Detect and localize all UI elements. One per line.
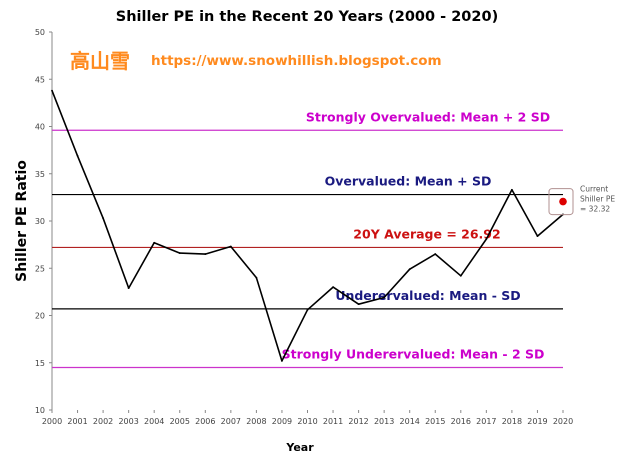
- x-tick-label: 2010: [297, 417, 317, 426]
- y-axis-title: Shiller PE Ratio: [14, 160, 30, 282]
- y-tick-label: 40: [35, 123, 45, 132]
- y-tick-label: 20: [35, 312, 45, 321]
- series-group: [51, 89, 564, 362]
- reference-line-label: Strongly Underervalued: Mean - 2 SD: [282, 346, 545, 361]
- data-point: [102, 217, 104, 220]
- y-axis-ticks: 10 15 20 25 30 35 40 45 50: [35, 28, 52, 415]
- current-value-text: = 32.32: [580, 205, 610, 214]
- y-tick-label: 10: [35, 406, 45, 415]
- x-axis-title: Year: [285, 441, 314, 454]
- reference-lines: Strongly Overvalued: Mean + 2 SD Overvalu…: [52, 109, 563, 369]
- x-tick-label: 2019: [527, 417, 547, 426]
- data-point: [204, 253, 207, 255]
- x-tick-label: 2005: [170, 417, 190, 426]
- x-tick-label: 2013: [374, 417, 394, 426]
- data-point: [434, 253, 437, 255]
- data-point: [408, 268, 411, 271]
- chart-title: Shiller PE in the Recent 20 Years (2000 …: [116, 9, 498, 25]
- x-tick-label: 2001: [67, 417, 87, 426]
- data-point: [229, 245, 232, 248]
- y-tick-label: 25: [35, 264, 45, 273]
- x-tick-label: 2002: [93, 417, 113, 426]
- x-tick-label: 2008: [246, 417, 266, 426]
- reference-line-label: Strongly Overvalued: Mean + 2 SD: [306, 109, 550, 124]
- x-tick-label: 2020: [553, 417, 573, 426]
- data-point: [485, 238, 488, 240]
- current-value-marker: [559, 197, 567, 206]
- watermark: 高山雪 https://www.snowhillish.blogspot.com: [70, 49, 442, 73]
- x-tick-label: 2017: [476, 417, 496, 426]
- x-tick-label: 2016: [451, 417, 471, 426]
- x-tick-label: 2006: [195, 417, 215, 426]
- data-point: [306, 308, 309, 311]
- data-point: [459, 274, 462, 277]
- data-point: [76, 154, 79, 157]
- y-tick-label: 15: [35, 359, 45, 368]
- y-tick-label: 35: [35, 170, 45, 179]
- data-point: [51, 89, 53, 92]
- data-point: [536, 235, 539, 238]
- x-tick-label: 2009: [272, 417, 292, 426]
- x-axis-ticks: 2000 2001 2002 2003 2004 2005 2006 2007 2008 2009…: [42, 410, 573, 426]
- data-point: [127, 287, 130, 289]
- y-tick-label: 50: [35, 28, 45, 37]
- x-tick-label: 2015: [425, 417, 445, 426]
- data-point: [281, 359, 283, 362]
- data-point: [153, 241, 156, 244]
- current-value-text: Current: [580, 185, 608, 194]
- data-point: [383, 296, 386, 299]
- watermark-url: https://www.snowhillish.blogspot.com: [151, 53, 442, 69]
- x-tick-label: 2003: [118, 417, 138, 426]
- x-tick-label: 2014: [400, 417, 420, 426]
- reference-line-label: Underervalued: Mean - SD: [335, 288, 520, 303]
- current-value-text: Shiller PE: [580, 195, 615, 204]
- x-tick-label: 2018: [502, 417, 522, 426]
- data-point: [357, 303, 360, 306]
- data-point: [511, 188, 513, 191]
- data-point: [332, 286, 334, 289]
- x-tick-label: 2000: [42, 417, 62, 426]
- x-tick-label: 2012: [348, 417, 368, 426]
- y-tick-label: 45: [35, 75, 45, 84]
- x-tick-label: 2004: [144, 417, 164, 426]
- reference-line-label: Overvalued: Mean + SD: [325, 174, 492, 189]
- data-point: [178, 252, 181, 255]
- y-tick-label: 30: [35, 217, 45, 226]
- current-value-box: [548, 188, 574, 216]
- x-tick-label: 2011: [323, 417, 343, 426]
- reference-line-label: 20Y Average = 26.92: [353, 226, 500, 241]
- watermark-chinese: 高山雪: [70, 49, 130, 73]
- x-tick-label: 2007: [221, 417, 241, 426]
- data-point: [255, 276, 258, 279]
